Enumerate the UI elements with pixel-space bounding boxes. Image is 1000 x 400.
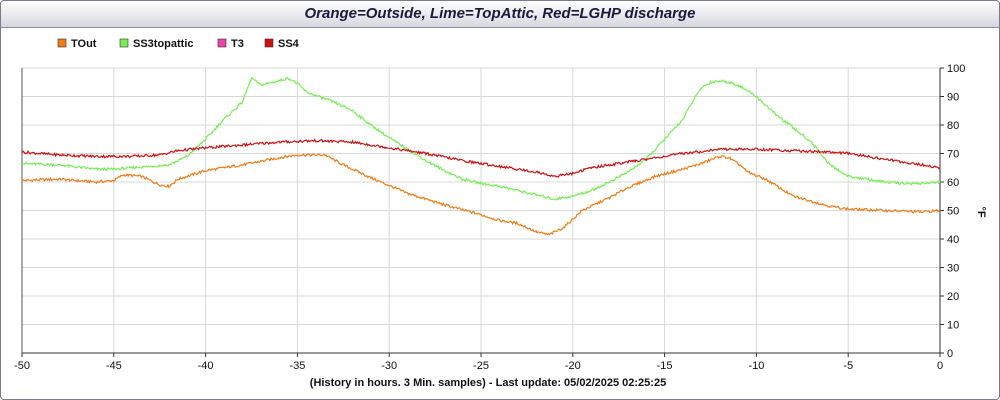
y-tick-label: 90 xyxy=(947,92,959,104)
y-tick-label: 50 xyxy=(947,206,959,218)
chart-title-bar: Orange=Outside, Lime=TopAttic, Red=LGHP … xyxy=(1,1,999,28)
legend-label-ss3topattic: SS3topattic xyxy=(133,38,194,50)
legend-swatch-tout xyxy=(57,38,67,48)
legend-label-t3: T3 xyxy=(231,38,244,50)
y-tick-label: 70 xyxy=(947,149,959,161)
x-tick-label: -15 xyxy=(657,360,673,372)
grid xyxy=(22,67,940,353)
y-tick-label: 0 xyxy=(947,348,953,360)
chart-caption: (History in hours. 3 Min. samples) - Las… xyxy=(310,377,666,389)
y-tick-label: 80 xyxy=(947,120,959,132)
y-tick-label: 20 xyxy=(947,291,959,303)
y-tick-label: 60 xyxy=(947,177,959,189)
y-tick-label: 30 xyxy=(947,263,959,275)
x-tick-label: -25 xyxy=(473,360,489,372)
y-tick-label: 100 xyxy=(947,63,965,75)
legend-label-tout: TOut xyxy=(71,38,97,50)
x-tick-label: -30 xyxy=(381,360,397,372)
x-tick-label: -50 xyxy=(14,360,30,372)
y-axis-label: °F xyxy=(975,206,987,217)
legend-label-ss4: SS4 xyxy=(278,38,300,50)
legend-swatch-ss3topattic xyxy=(119,38,129,48)
series-lines xyxy=(21,76,941,236)
y-tick-label: 40 xyxy=(947,234,959,246)
series-line-ss3topattic xyxy=(21,76,941,201)
series-line-ss4 xyxy=(21,138,941,178)
x-tick-label: 0 xyxy=(937,360,943,372)
x-tick-label: -5 xyxy=(843,360,853,372)
legend-swatch-ss4 xyxy=(264,38,274,48)
legend-swatch-t3 xyxy=(217,38,227,48)
x-tick-label: -10 xyxy=(748,360,764,372)
x-tick-label: -45 xyxy=(106,360,122,372)
legend: TOut SS3topattic T3 SS4 xyxy=(57,38,300,50)
x-tick-label: -35 xyxy=(289,360,305,372)
x-tick-label: -40 xyxy=(198,360,214,372)
chart-title: Orange=Outside, Lime=TopAttic, Red=LGHP … xyxy=(304,5,696,22)
x-tick-label: -20 xyxy=(565,360,581,372)
series-line-tout xyxy=(21,152,941,236)
y-tick-label: 10 xyxy=(947,320,959,332)
